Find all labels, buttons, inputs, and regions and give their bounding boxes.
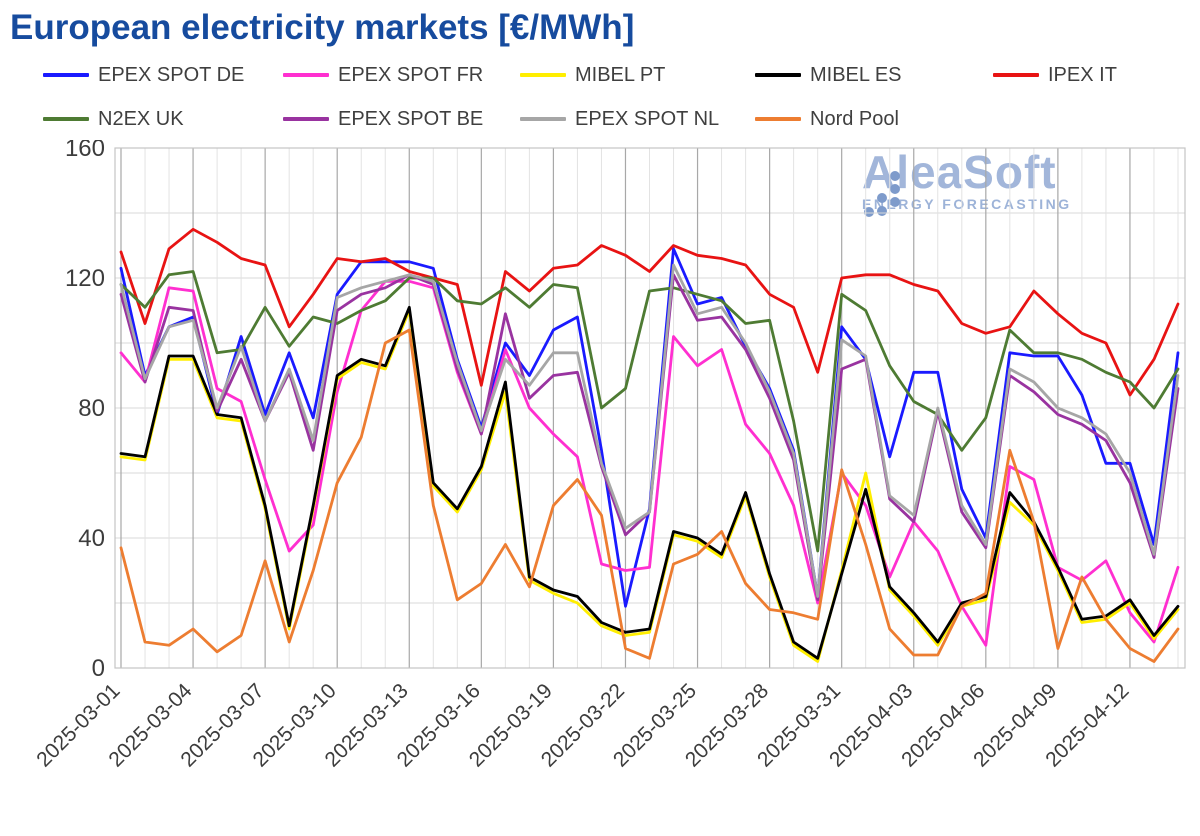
legend-swatch (520, 117, 566, 121)
legend-swatch (283, 117, 329, 121)
legend-label: EPEX SPOT NL (575, 107, 720, 130)
legend-item-epex-spot-fr: EPEX SPOT FR (283, 62, 483, 88)
legend-item-nord-pool: Nord Pool (755, 106, 899, 132)
plot-border (114, 147, 1186, 669)
legend-item-epex-spot-be: EPEX SPOT BE (283, 106, 483, 132)
legend-swatch (43, 117, 89, 121)
chart-legend: EPEX SPOT DE EPEX SPOT FR MIBEL PT MIBEL ES… (0, 62, 1200, 142)
legend-label: EPEX SPOT DE (98, 63, 245, 86)
series-line-n2ex-uk (119, 270, 1180, 553)
legend-swatch (283, 73, 329, 77)
legend-item-epex-spot-nl: EPEX SPOT NL (520, 106, 719, 132)
legend-label: EPEX SPOT FR (338, 63, 484, 86)
legend-swatch (993, 73, 1039, 77)
legend-swatch (520, 73, 566, 77)
y-axis-label: 0 (92, 655, 105, 682)
y-axis-label: 160 (65, 140, 105, 162)
y-axis-label: 120 (65, 265, 105, 292)
legend-swatch (43, 73, 89, 77)
legend-item-epex-spot-de: EPEX SPOT DE (43, 62, 244, 88)
legend-label: IPEX IT (1048, 63, 1117, 86)
page-title: European electricity markets [€/MWh] (10, 8, 635, 47)
series-line-mibel-es (119, 305, 1180, 660)
series-line-epex-spot-nl (119, 263, 1180, 598)
legend-item-mibel-pt: MIBEL PT (520, 62, 665, 88)
legend-swatch (755, 117, 801, 121)
series-line-ipex-it (119, 227, 1180, 397)
legend-label: MIBEL ES (810, 63, 902, 86)
legend-label: EPEX SPOT BE (338, 107, 484, 130)
legend-item-n2ex-uk: N2EX UK (43, 106, 184, 132)
legend-label: Nord Pool (810, 107, 899, 130)
y-axis-label: 80 (78, 395, 105, 422)
legend-item-mibel-es: MIBEL ES (755, 62, 902, 88)
legend-label: MIBEL PT (575, 63, 666, 86)
legend-label: N2EX UK (98, 107, 184, 130)
price-chart: 040801201602025-03-012025-03-042025-03-0… (32, 140, 1186, 771)
legend-item-ipex-it: IPEX IT (993, 62, 1117, 88)
chart-area: AleaSoft ENERGY FORECASTING 0 40 80 120 160 2… (0, 140, 1200, 836)
legend-swatch (755, 73, 801, 77)
y-axis-label: 40 (78, 525, 105, 552)
series-line-nord-pool (119, 328, 1180, 663)
